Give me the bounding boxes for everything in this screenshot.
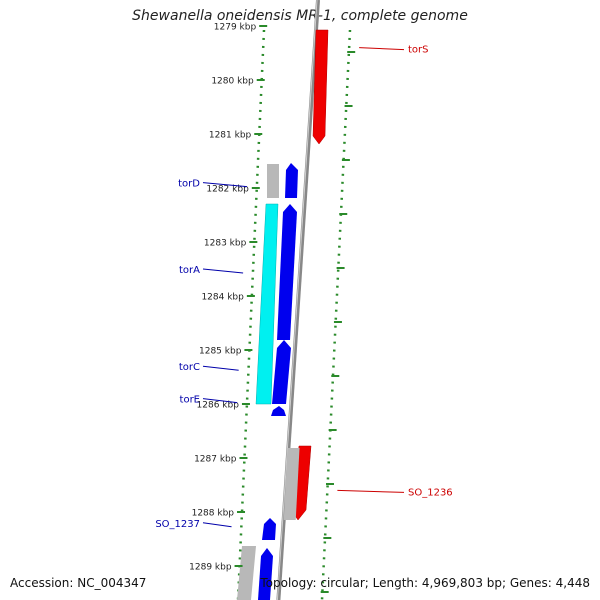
gene-label-torE[interactable]: torE	[180, 395, 200, 406]
tick-label: 1280 kbp	[211, 77, 254, 87]
tick-label: 1283 kbp	[204, 239, 247, 249]
label-leader-line	[359, 47, 405, 51]
label-leader-line	[202, 522, 232, 528]
accession-text: Accession: NC_004347	[10, 576, 147, 590]
feature-torA-cyan[interactable]	[255, 203, 279, 405]
gene-label-group: torD torA torC torE SO_1237 torS SO_1236	[155, 45, 452, 530]
genome-summary-text: Topology: circular; Length: 4,969,803 bp…	[260, 576, 590, 590]
tick-label: 1284 kbp	[201, 293, 244, 303]
gene-label-torS[interactable]: torS	[408, 45, 429, 56]
gene-label-SO_1236[interactable]: SO_1236	[408, 487, 453, 498]
gene-torD[interactable]	[285, 163, 298, 198]
gene-label-torD[interactable]: torD	[178, 179, 200, 190]
tick-label: 1279 kbp	[214, 23, 257, 33]
feature-SO_1236-grey[interactable]	[283, 448, 300, 520]
right-dotted-rail	[320, 29, 352, 600]
gene-torS[interactable]	[312, 29, 329, 145]
tick-label: 1287 kbp	[194, 455, 237, 465]
label-leader-line	[202, 182, 248, 188]
feature-bottom-grey[interactable]	[237, 546, 256, 600]
label-leader-line	[202, 365, 239, 371]
tick-group: 1279 kbp 1280 kbp 1281 kbp 1282 kbp 1283 kbp…	[189, 23, 356, 593]
feature-torD-grey[interactable]	[267, 164, 279, 198]
gene-torE[interactable]	[271, 406, 286, 416]
gene-label-torA[interactable]: torA	[179, 265, 200, 276]
tick-label: 1281 kbp	[209, 131, 252, 141]
gene-label-SO_1237[interactable]: SO_1237	[155, 519, 200, 530]
gene-SO_1237[interactable]	[262, 518, 276, 540]
backbone-highlight	[276, 0, 318, 600]
label-leader-line	[202, 268, 244, 274]
gene-label-torC[interactable]: torC	[179, 362, 200, 373]
label-leader-line	[202, 398, 238, 404]
gene-bottom-blue[interactable]	[258, 548, 273, 600]
gene-torA[interactable]	[277, 204, 297, 340]
gene-torC[interactable]	[272, 340, 291, 404]
tick-label: 1286 kbp	[197, 401, 240, 411]
label-leader-line	[337, 489, 405, 493]
map-title: Shewanella oneidensis MR-1, complete gen…	[132, 8, 468, 24]
tick-label: 1282 kbp	[206, 185, 249, 195]
tick-label: 1289 kbp	[189, 563, 232, 573]
tick-label: 1288 kbp	[192, 509, 235, 519]
tick-label: 1285 kbp	[199, 347, 242, 357]
left-dotted-rail	[236, 29, 266, 600]
